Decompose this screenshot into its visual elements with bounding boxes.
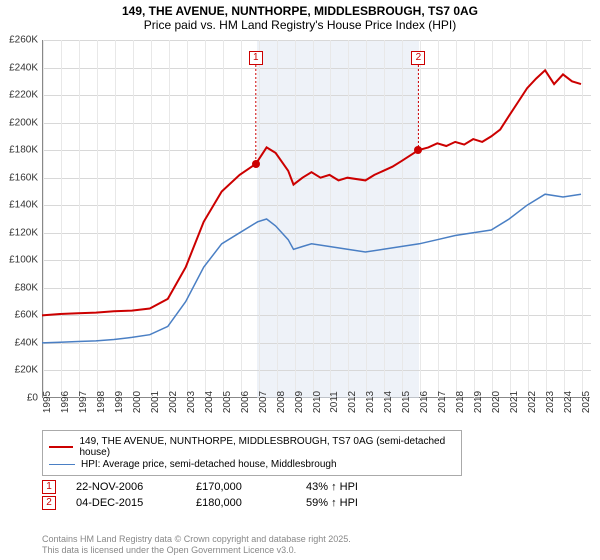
x-axis-label: 2000: [132, 391, 143, 413]
sale-marker-dot: [414, 146, 422, 154]
x-axis-label: 2008: [276, 391, 287, 413]
x-axis-label: 2004: [204, 391, 215, 413]
x-axis-label: 2022: [527, 391, 538, 413]
x-axis-label: 2025: [581, 391, 592, 413]
sale-date: 04-DEC-2015: [76, 497, 196, 509]
y-axis-label: £0: [0, 393, 38, 404]
legend-label: HPI: Average price, semi-detached house,…: [81, 459, 337, 470]
sale-row-marker: 1: [42, 480, 56, 494]
sale-price: £180,000: [196, 497, 306, 509]
x-axis-label: 1997: [78, 391, 89, 413]
y-axis-label: £100K: [0, 255, 38, 266]
y-axis-label: £20K: [0, 365, 38, 376]
x-axis-label: 2012: [347, 391, 358, 413]
sale-row-marker: 2: [42, 496, 56, 510]
x-axis-label: 2013: [365, 391, 376, 413]
x-axis-label: 2007: [258, 391, 269, 413]
x-axis-label: 2011: [329, 391, 340, 413]
sale-row: 2 04-DEC-2015£180,00059% ↑ HPI: [42, 496, 406, 510]
legend-row: HPI: Average price, semi-detached house,…: [49, 459, 455, 470]
title-line-2: Price paid vs. HM Land Registry's House …: [0, 18, 600, 32]
series-property: [42, 70, 581, 315]
x-axis-label: 2024: [563, 391, 574, 413]
y-axis-label: £120K: [0, 227, 38, 238]
y-axis-label: £180K: [0, 145, 38, 156]
sale-marker-box: 2: [411, 51, 425, 65]
x-axis-label: 2003: [186, 391, 197, 413]
y-axis-label: £160K: [0, 172, 38, 183]
chart-title: 149, THE AVENUE, NUNTHORPE, MIDDLESBROUG…: [0, 0, 600, 32]
series-hpi: [42, 194, 581, 343]
legend-row: 149, THE AVENUE, NUNTHORPE, MIDDLESBROUG…: [49, 436, 455, 458]
x-axis-label: 2002: [168, 391, 179, 413]
sale-date: 22-NOV-2006: [76, 481, 196, 493]
x-axis-label: 2005: [222, 391, 233, 413]
y-axis-label: £220K: [0, 90, 38, 101]
x-axis-label: 2014: [383, 391, 394, 413]
line-series-svg: [42, 40, 590, 398]
y-axis-label: £200K: [0, 117, 38, 128]
x-axis-label: 2015: [401, 391, 412, 413]
x-axis-label: 2019: [473, 391, 484, 413]
sale-price: £170,000: [196, 481, 306, 493]
legend-swatch: [49, 464, 75, 466]
x-axis-label: 2010: [312, 391, 323, 413]
y-axis-label: £80K: [0, 282, 38, 293]
title-line-1: 149, THE AVENUE, NUNTHORPE, MIDDLESBROUG…: [0, 4, 600, 18]
x-axis-label: 1998: [96, 391, 107, 413]
sale-hpi-delta: 43% ↑ HPI: [306, 481, 406, 493]
y-axis-label: £260K: [0, 35, 38, 46]
y-axis-label: £40K: [0, 337, 38, 348]
x-axis-label: 2006: [240, 391, 251, 413]
footer-line-1: Contains HM Land Registry data © Crown c…: [42, 534, 351, 545]
chart-area: £0£20K£40K£60K£80K£100K£120K£140K£160K£1…: [42, 40, 590, 398]
x-axis-label: 2021: [509, 391, 520, 413]
sale-marker-dot: [252, 160, 260, 168]
x-axis-label: 1999: [114, 391, 125, 413]
legend-label: 149, THE AVENUE, NUNTHORPE, MIDDLESBROUG…: [79, 436, 455, 458]
y-axis-label: £60K: [0, 310, 38, 321]
x-axis-label: 2018: [455, 391, 466, 413]
sale-row: 1 22-NOV-2006£170,00043% ↑ HPI: [42, 480, 406, 494]
legend-swatch: [49, 446, 73, 448]
y-axis-label: £140K: [0, 200, 38, 211]
sales-table: 1 22-NOV-2006£170,00043% ↑ HPI 2 04-DEC-201…: [42, 478, 406, 512]
footer-line-2: This data is licensed under the Open Gov…: [42, 545, 351, 556]
footer-attribution: Contains HM Land Registry data © Crown c…: [42, 534, 351, 556]
x-axis-label: 2016: [419, 391, 430, 413]
legend: 149, THE AVENUE, NUNTHORPE, MIDDLESBROUG…: [42, 430, 462, 476]
x-axis-label: 2009: [294, 391, 305, 413]
sale-hpi-delta: 59% ↑ HPI: [306, 497, 406, 509]
x-axis-label: 2020: [491, 391, 502, 413]
sale-marker-box: 1: [249, 51, 263, 65]
x-axis-label: 2017: [437, 391, 448, 413]
x-axis-label: 1996: [60, 391, 71, 413]
x-axis-label: 2001: [150, 391, 161, 413]
x-axis-label: 1995: [42, 391, 53, 413]
y-axis-label: £240K: [0, 62, 38, 73]
x-axis-label: 2023: [545, 391, 556, 413]
